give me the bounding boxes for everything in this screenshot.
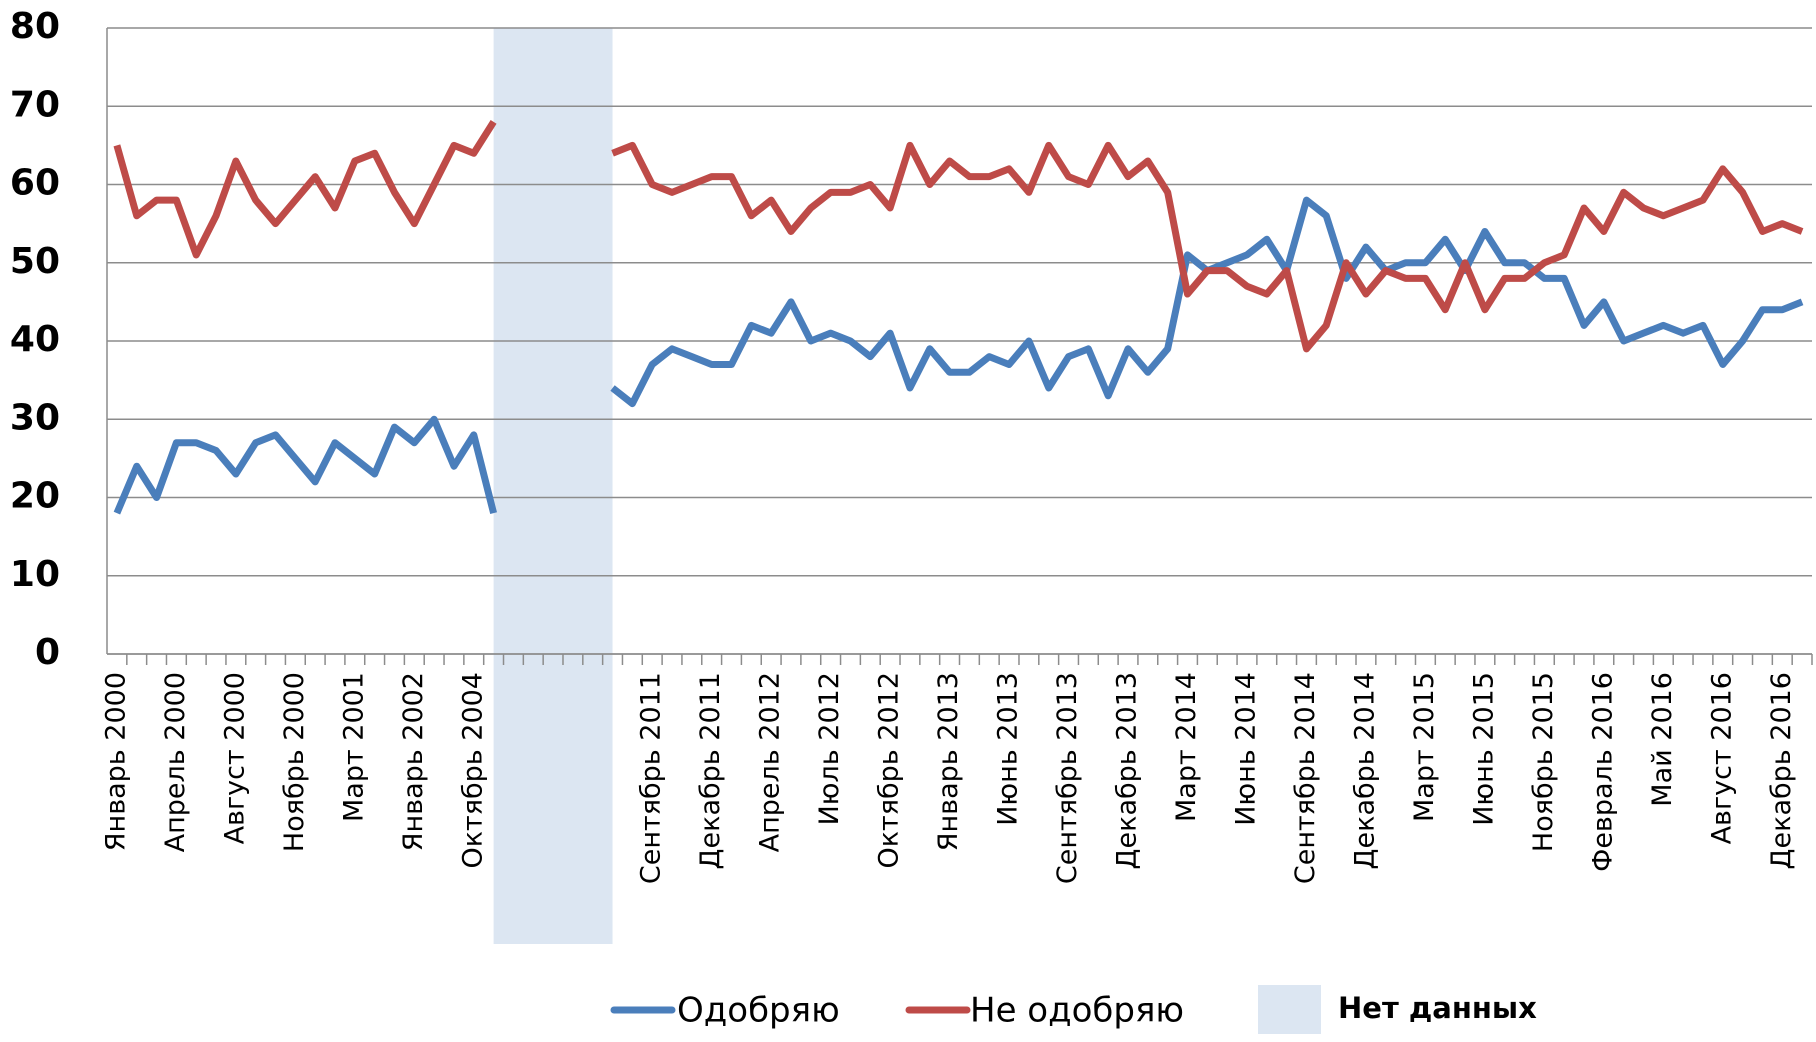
legend: Одобряю Не одобряю Нет данных [610,985,1537,1034]
no-data-band [493,28,613,944]
x-tick-label: Июнь 2013 [993,672,1024,826]
x-tick-label: Март 2014 [1171,672,1202,822]
x-tick-label: Ноябрь 2000 [279,672,310,852]
legend-label: Одобряю [677,991,840,1031]
x-tick-label: Декабрь 2011 [695,672,726,870]
y-tick-label: 30 [10,397,60,438]
data-line [113,120,497,259]
x-tick-label: Январь 2002 [398,672,429,851]
x-tick-label: Январь 2000 [100,672,131,851]
x-tick-label: Июнь 2015 [1468,672,1499,826]
x-tick-label: Апрель 2012 [755,672,786,852]
x-tick-label: Май 2016 [1647,672,1678,807]
data-line [611,141,1804,353]
x-tick-label: Март 2001 [338,672,369,822]
y-tick-label: 10 [10,554,60,595]
x-tick-label: Сентябрь 2014 [1290,672,1321,884]
x-tick-label: Март 2015 [1409,672,1440,822]
y-tick-label: 60 [10,163,60,204]
y-tick-label: 80 [10,6,60,47]
y-tick-label: 70 [10,84,60,125]
x-tick-label: Декабрь 2016 [1766,672,1797,870]
x-tick-label: Ноябрь 2015 [1528,672,1559,852]
grid [106,27,1813,665]
x-tick-label: Октябрь 2012 [874,672,905,869]
x-tick-label: Сентябрь 2013 [1052,672,1083,884]
x-tick-label: Сентябрь 2011 [636,672,667,884]
x-tick-label: Август 2016 [1706,672,1737,844]
legend-label: Нет данных [1338,991,1537,1025]
legend-label: Не одобряю [970,991,1184,1031]
x-tick-label: Июль 2012 [814,672,845,825]
legend-swatch [1258,985,1321,1034]
y-tick-label: 40 [10,319,60,360]
data-line [113,415,497,515]
y-tick-label: 20 [10,476,60,517]
labels: 0 10 20 30 40 50 60 70 80 Январь 2000 Апрель 2000 А… [10,6,1797,884]
y-tick-label: 50 [10,241,60,282]
x-tick-label: Август 2000 [219,672,250,844]
no-data-layer [493,28,613,944]
x-tick-label: Октябрь 2004 [457,672,488,869]
lines [113,120,1804,515]
y-tick-label: 0 [35,632,60,673]
x-tick-label: Декабрь 2014 [1349,672,1380,870]
x-tick-label: Февраль 2016 [1587,672,1618,872]
x-tick-label: Апрель 2000 [160,672,191,852]
x-tick-label: Декабрь 2013 [1112,672,1143,870]
x-tick-label: Январь 2013 [933,672,964,851]
x-tick-label: Июнь 2014 [1230,672,1261,826]
